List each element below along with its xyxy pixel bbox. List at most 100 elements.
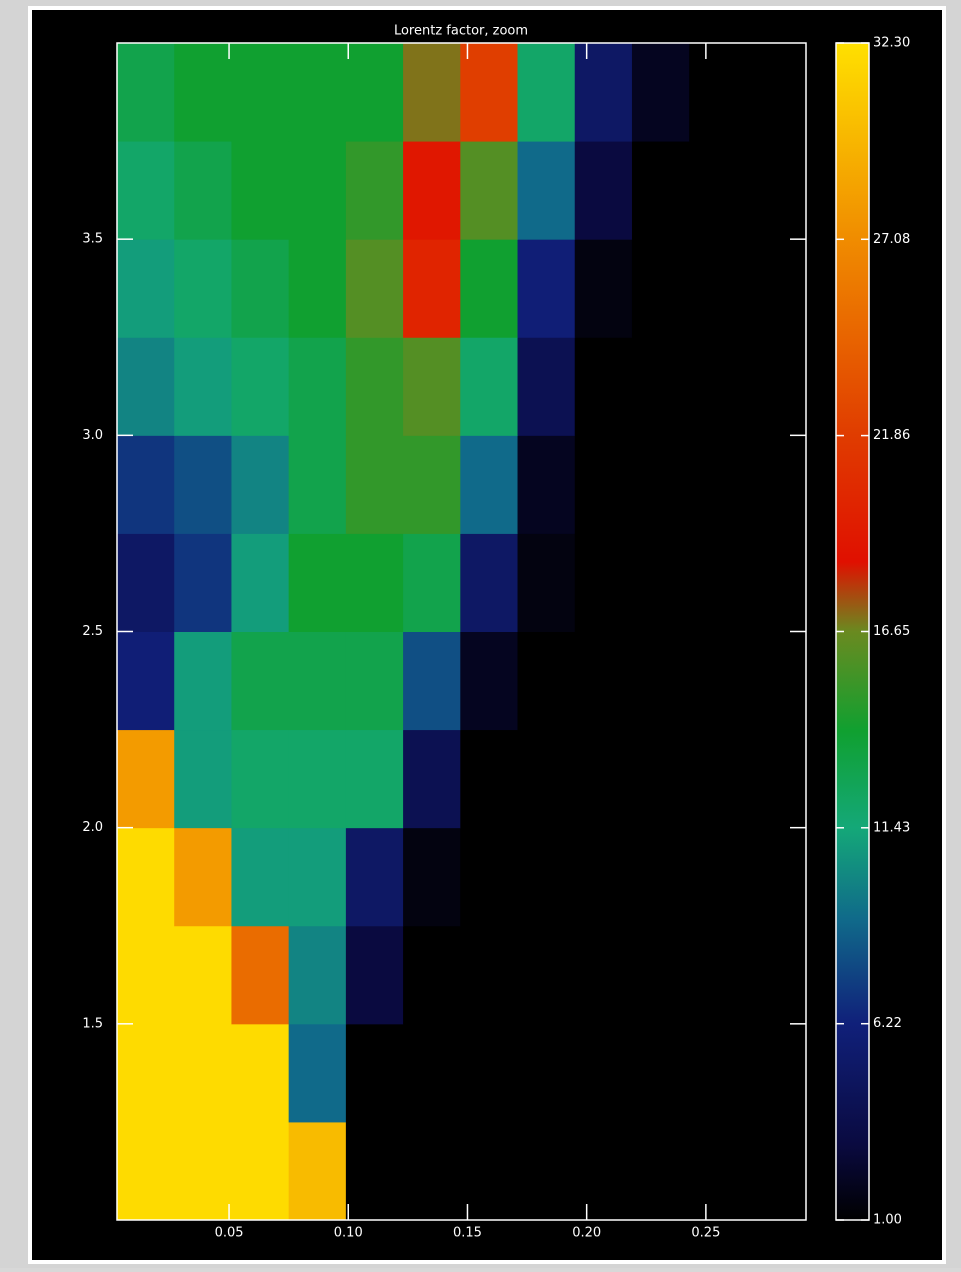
heat-cell [289,141,347,240]
heat-cell [289,43,347,142]
heat-cell [689,828,747,927]
heat-cell [117,435,175,534]
heat-cell [689,43,747,142]
heat-cell [346,239,404,338]
heat-cell [689,1122,747,1221]
heat-cell [460,926,518,1025]
heat-cell [346,533,404,632]
heat-cell [575,926,633,1025]
heat-cell [746,828,804,927]
heat-cell [460,435,518,534]
heat-cell [403,926,461,1025]
heat-cell [231,828,289,927]
heat-cell [575,337,633,436]
heat-cell [746,435,804,534]
heat-cell [174,632,232,731]
heat-cell [746,239,804,338]
heat-cell [117,828,175,927]
heat-cell [289,337,347,436]
heat-cell [575,730,633,829]
heat-cell [460,730,518,829]
heat-cell [174,533,232,632]
heat-cell [117,141,175,240]
heat-cell [346,1122,404,1221]
heat-cell [632,926,690,1025]
heat-cell [632,435,690,534]
heat-cell [460,141,518,240]
y-tick-label: 3.5 [82,232,103,247]
colorbar-tick-label: 21.86 [873,428,910,443]
heat-cell [346,43,404,142]
heat-cell [632,43,690,142]
heat-cell [346,926,404,1025]
heat-cell [632,239,690,338]
heat-cell [460,533,518,632]
heat-cell [403,239,461,338]
heat-cell [231,730,289,829]
heat-cell [117,337,175,436]
heat-cell [403,632,461,731]
x-tick-label: 0.15 [453,1226,482,1241]
heat-cell [575,1024,633,1123]
heat-cell [289,1024,347,1123]
heat-cell [575,632,633,731]
heat-cell [403,43,461,142]
heat-cell [746,141,804,240]
heat-cell [518,337,576,436]
heat-cell [746,730,804,829]
heat-cell [746,926,804,1025]
heat-cell [746,1024,804,1123]
heat-cell [460,43,518,142]
heat-cell [518,1122,576,1221]
heat-cell [117,1122,175,1221]
heat-cell [575,141,633,240]
heat-cell [689,239,747,338]
heat-cell [346,730,404,829]
heat-cell [403,533,461,632]
heat-cell [575,239,633,338]
heat-cell [632,828,690,927]
heat-cell [689,1024,747,1123]
heat-cell [231,239,289,338]
heat-cell [174,828,232,927]
heat-cell [174,1122,232,1221]
heat-cell [346,337,404,436]
heat-cell [746,1122,804,1221]
heat-cell [632,337,690,436]
heat-cell [117,533,175,632]
heat-cell [346,632,404,731]
heat-cell [460,337,518,436]
heat-cell [460,1122,518,1221]
x-tick-label: 0.20 [572,1226,601,1241]
heat-cell [346,1024,404,1123]
heat-cell [174,730,232,829]
heat-cell [117,632,175,731]
colorbar-tick-label: 1.00 [873,1213,902,1228]
heat-cell [403,435,461,534]
heat-cell [231,43,289,142]
heat-cell [231,1024,289,1123]
heat-cell [231,533,289,632]
heat-cell [689,730,747,829]
heat-cell [231,1122,289,1221]
colorbar-tick-label: 32.30 [873,36,910,51]
heat-cell [575,1122,633,1221]
y-tick-label: 1.5 [82,1016,103,1031]
heat-cell [289,730,347,829]
heat-cell [746,43,804,142]
heat-cell [174,239,232,338]
heat-cell [289,926,347,1025]
heat-cell [518,1024,576,1123]
heat-cell [346,141,404,240]
heat-cell [518,435,576,534]
heat-cell [289,632,347,731]
y-tick-label: 3.0 [82,428,103,443]
chart-title: Lorentz factor, zoom [394,24,528,39]
heat-cell [117,926,175,1025]
heat-cell [632,1024,690,1123]
heat-cell [518,828,576,927]
heat-cell [689,533,747,632]
heat-cell [689,435,747,534]
heat-cell [632,141,690,240]
